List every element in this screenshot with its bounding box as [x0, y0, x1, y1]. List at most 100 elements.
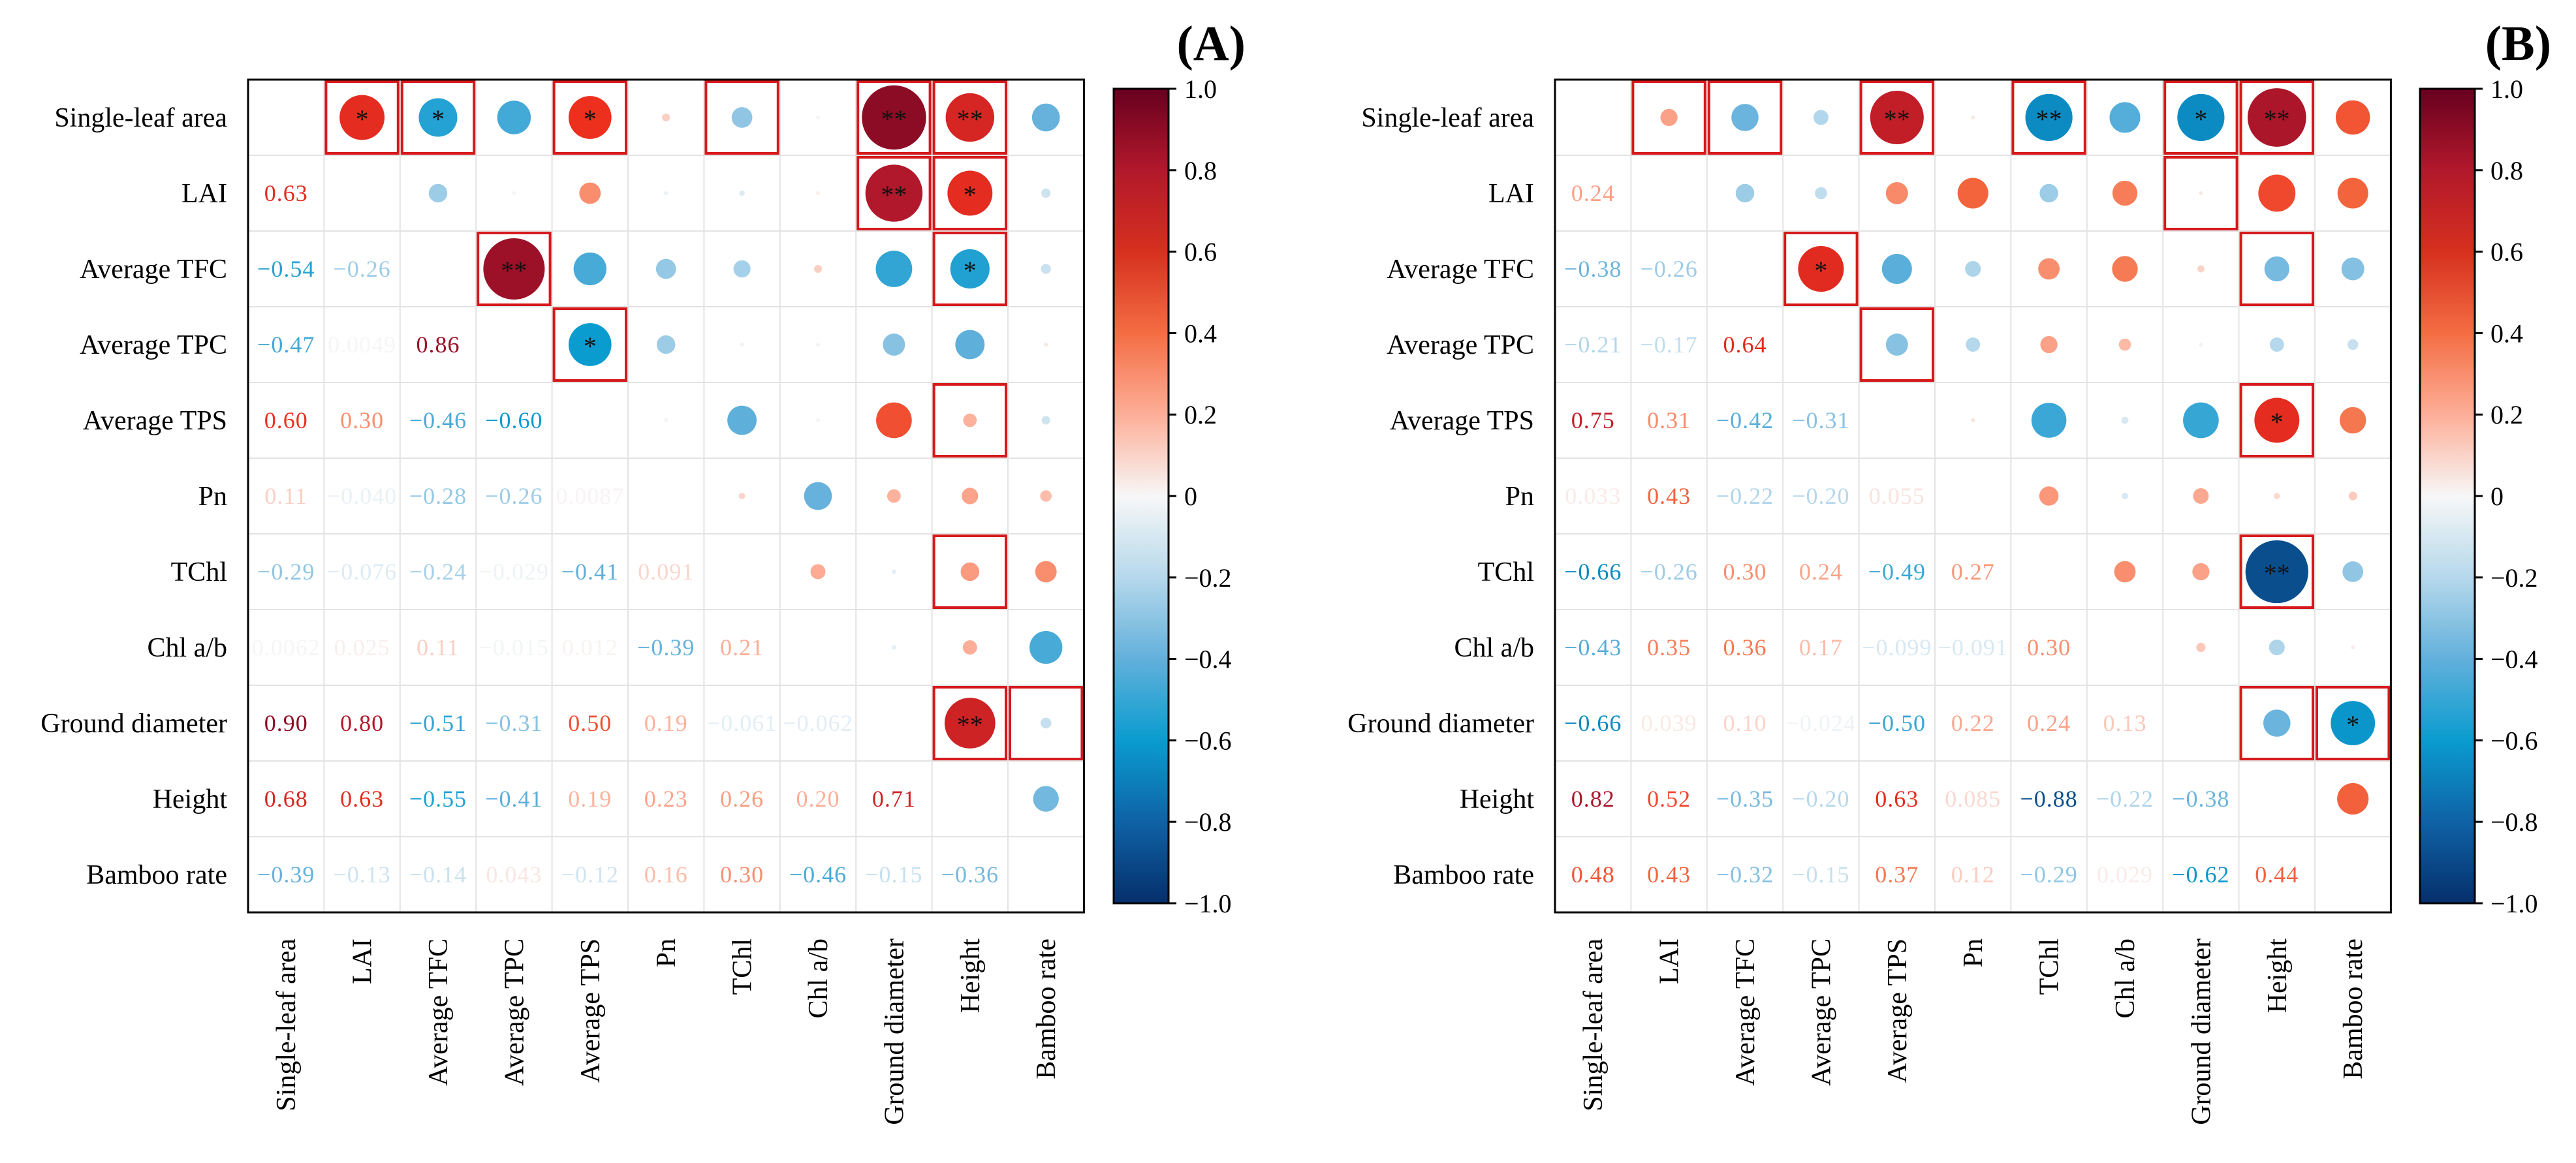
correlation-label: −0.38	[2172, 786, 2229, 812]
correlation-label: 0.23	[644, 786, 688, 812]
correlation-circle	[1041, 416, 1050, 425]
colorbar-tick-label: −1.0	[2490, 889, 2538, 918]
correlation-circle	[2192, 563, 2210, 581]
correlation-label: 0.20	[796, 786, 840, 812]
column-label: Average TPS	[1883, 938, 1913, 1083]
correlation-label: 0.24	[2027, 710, 2071, 736]
correlation-label: −0.14	[409, 861, 467, 888]
correlation-label: 0.0087	[556, 483, 624, 509]
correlation-circle	[2254, 397, 2300, 443]
significance-box	[400, 80, 476, 155]
plot-frame	[1554, 78, 2392, 914]
correlation-circle	[1971, 116, 1975, 119]
correlation-label: −0.29	[257, 559, 315, 585]
correlation-label: −0.46	[789, 861, 847, 888]
correlation-label: −0.26	[333, 256, 390, 282]
correlation-circle	[2331, 701, 2376, 745]
row-label: Average TPS	[1390, 406, 1534, 436]
correlation-label: 0.86	[416, 332, 460, 358]
correlation-circle	[1035, 561, 1057, 583]
correlation-circle	[876, 402, 912, 439]
colorbar-tick-label: 1.0	[1184, 74, 1217, 104]
correlation-label: 0.085	[1945, 786, 2001, 812]
significance-box	[2316, 686, 2391, 760]
correlation-circle	[944, 698, 996, 749]
correlation-circle	[1033, 786, 1059, 812]
significance-box	[932, 156, 1007, 230]
column-label: Average TFC	[424, 938, 454, 1086]
correlation-circle	[1870, 90, 1924, 145]
correlation-label: 0.75	[1571, 407, 1615, 433]
colorbar-tick-label: −0.6	[1184, 726, 1232, 755]
correlation-circle	[2245, 540, 2308, 604]
correlation-circle	[892, 569, 896, 574]
correlation-circle	[1041, 264, 1051, 274]
correlation-circle	[2347, 339, 2359, 350]
plot-area	[248, 80, 1084, 912]
correlation-circle	[816, 191, 820, 195]
colorbar-tick-label: 0	[2490, 482, 2504, 511]
row-label: Height	[1460, 784, 1535, 814]
column-label: TChl	[2035, 938, 2065, 995]
correlation-circle	[664, 418, 668, 422]
significance-box	[324, 80, 400, 155]
correlation-circle	[887, 489, 901, 503]
correlation-circle	[2348, 491, 2357, 501]
colorbar-tick-label: 0.8	[2490, 156, 2523, 185]
correlation-label: 0.48	[1571, 861, 1615, 888]
row-label: Single-leaf area	[54, 103, 227, 133]
correlation-circle	[2351, 645, 2355, 649]
significance-box	[856, 80, 932, 155]
significance-stars: **	[2264, 104, 2290, 134]
correlation-circle	[2031, 403, 2067, 438]
correlation-circle	[738, 493, 746, 499]
significance-box	[1631, 80, 1706, 155]
correlation-label: −0.26	[485, 483, 542, 509]
row-label: Average TFC	[80, 255, 227, 285]
row-label: Single-leaf area	[1361, 103, 1534, 133]
column-label: Height	[2263, 938, 2293, 1014]
significance-stars: **	[1884, 104, 1910, 134]
correlation-label: 0.82	[1571, 786, 1615, 812]
correlation-circle	[2263, 709, 2291, 737]
correlation-label: 0.50	[568, 710, 612, 736]
correlation-circle	[664, 191, 668, 195]
correlation-circle	[579, 182, 601, 204]
significance-box	[552, 307, 627, 382]
significance-stars: *	[356, 104, 369, 134]
correlation-label: −0.41	[561, 559, 619, 585]
correlation-circle	[892, 645, 896, 650]
correlation-circle	[1965, 260, 1981, 277]
correlation-label: 0.80	[340, 710, 384, 736]
correlation-circle	[2335, 100, 2370, 135]
significance-box	[704, 80, 779, 155]
significance-box	[932, 383, 1007, 457]
correlation-label: −0.17	[1640, 332, 1697, 358]
column-label: Chl a/b	[804, 938, 834, 1019]
correlation-label: 0.35	[1647, 634, 1691, 660]
significance-box	[932, 686, 1007, 760]
row-label: Pn	[198, 482, 227, 512]
correlation-circle	[2025, 93, 2073, 142]
correlation-circle	[1731, 104, 1759, 131]
correlation-circle	[339, 95, 385, 140]
correlation-label: −0.66	[1564, 710, 1622, 736]
significance-box	[1859, 307, 1935, 382]
correlation-label: 0.16	[644, 861, 688, 888]
correlation-label: 0.64	[1723, 332, 1767, 358]
correlation-label: −0.24	[409, 559, 467, 585]
correlation-label: −0.88	[2020, 786, 2077, 812]
column-label: Single-leaf area	[1579, 938, 1609, 1111]
row-label: Bamboo rate	[86, 860, 227, 890]
row-label: Average TPC	[1387, 330, 1534, 360]
colorbar-tick-label: −0.4	[1184, 645, 1232, 674]
correlation-circle	[1735, 183, 1755, 203]
correlation-circle	[1040, 717, 1052, 729]
significance-box	[856, 156, 932, 230]
correlation-circle	[1660, 108, 1678, 127]
column-label: Bamboo rate	[1031, 938, 1061, 1079]
significance-stars: *	[2270, 407, 2284, 437]
correlation-label: 0.30	[1723, 559, 1767, 585]
panel-label: (A)	[1176, 16, 1246, 71]
correlation-circle	[2337, 178, 2368, 209]
